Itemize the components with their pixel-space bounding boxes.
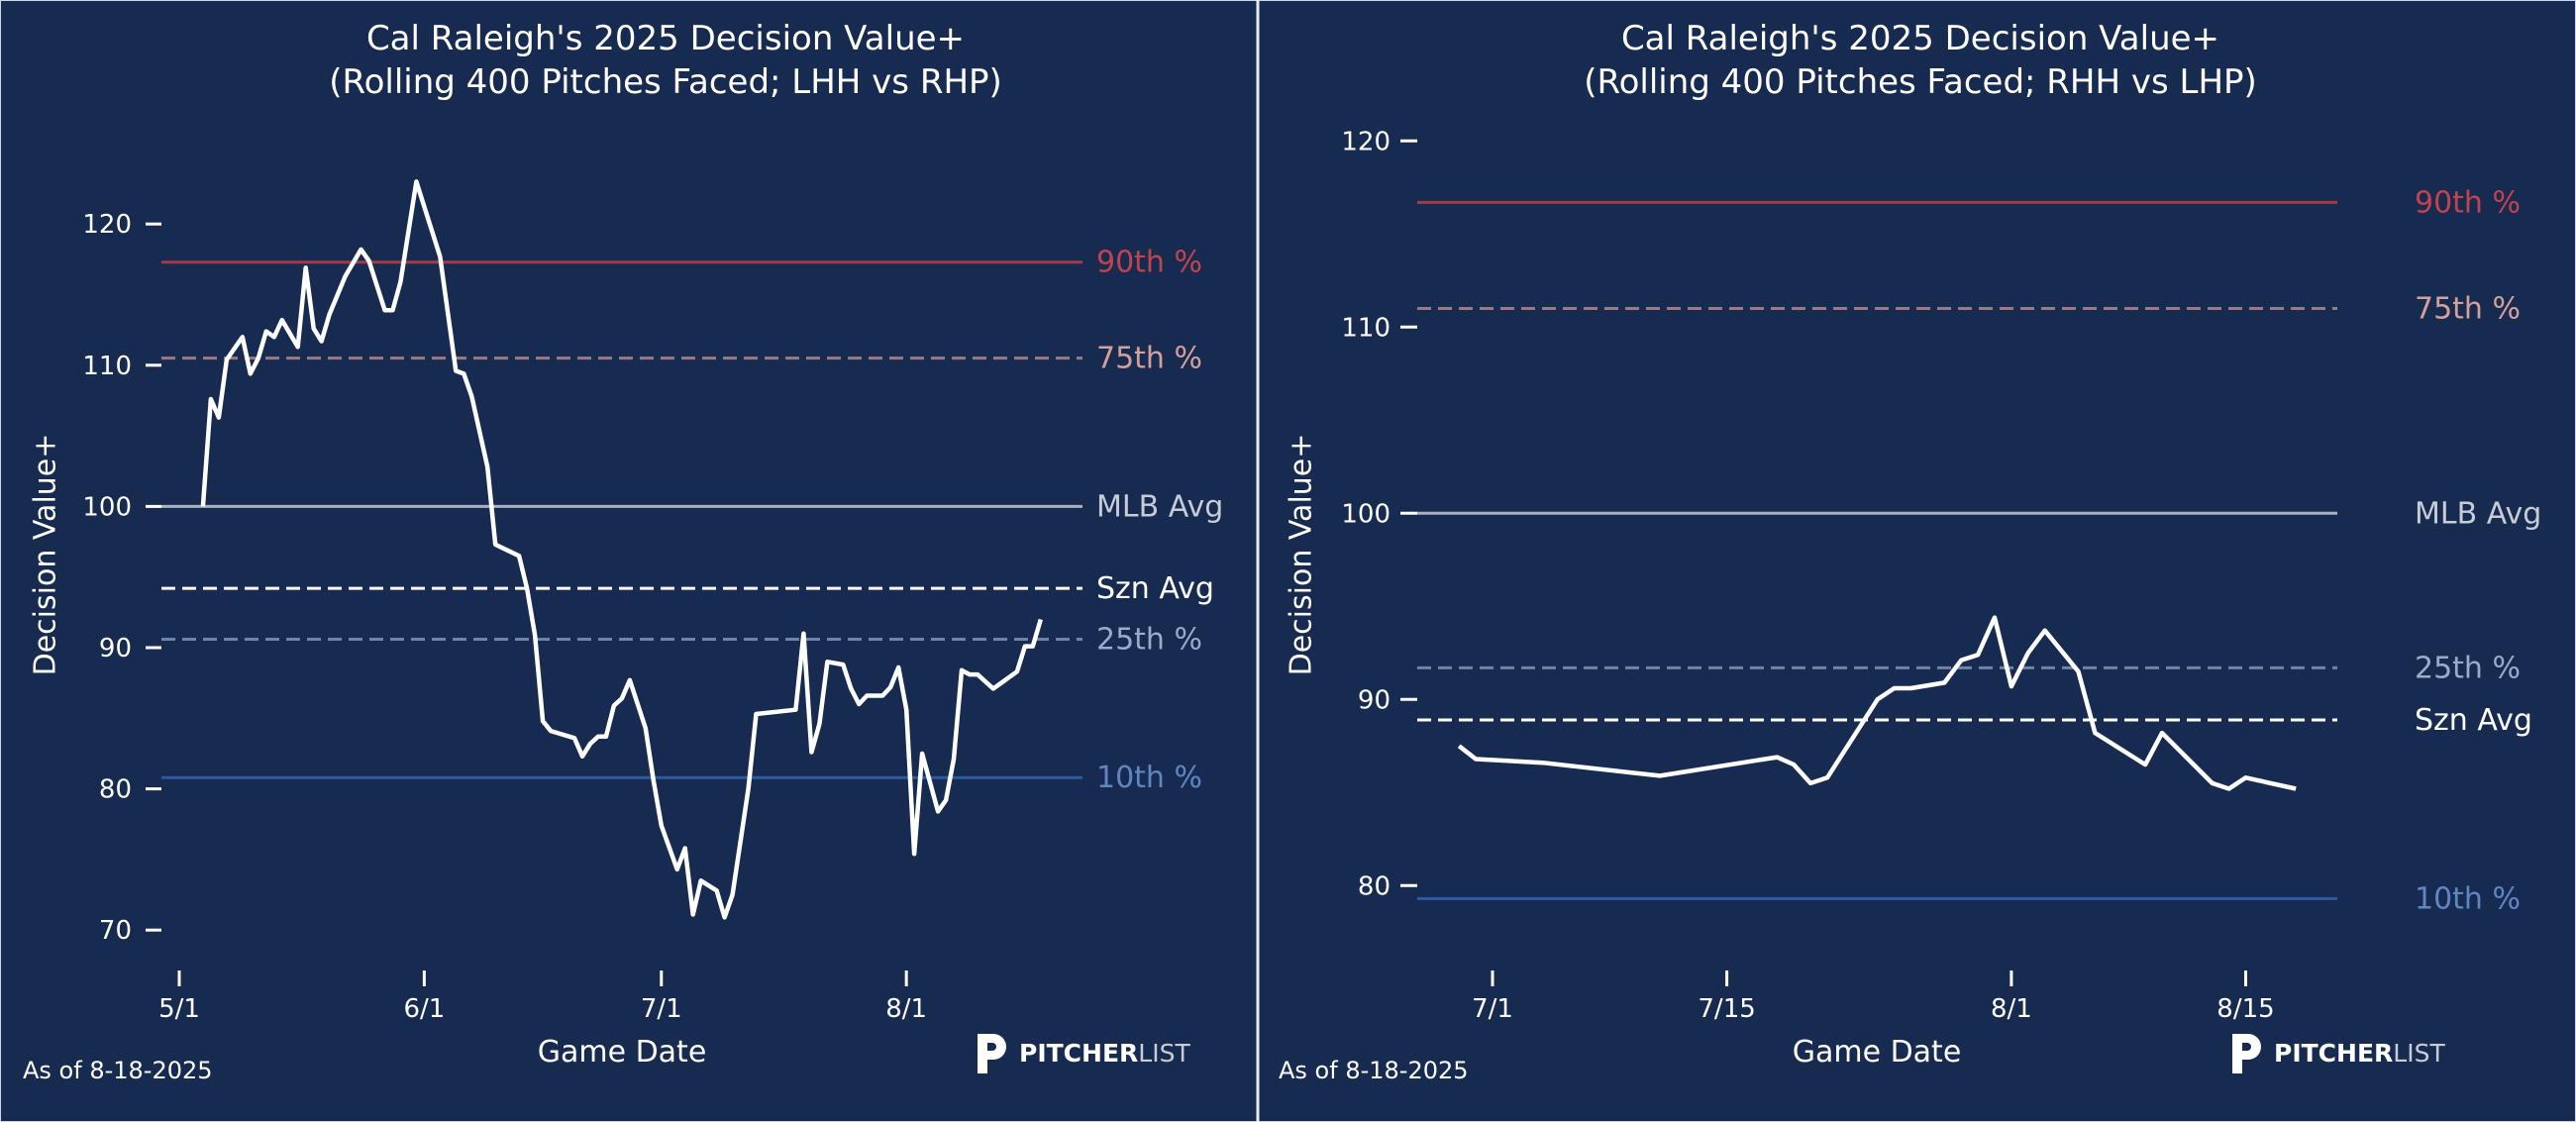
chart-subtitle: (Rolling 400 Pitches Faced; LHH vs RHP) xyxy=(329,62,1002,102)
chart-title: Cal Raleigh's 2025 Decision Value+ xyxy=(366,19,965,58)
pitcherlist-logo-icon xyxy=(2232,1034,2261,1073)
reference-label-p25: 25th % xyxy=(1096,622,1202,657)
reference-label-p75: 75th % xyxy=(2415,292,2521,327)
reference-label-p10: 10th % xyxy=(1096,761,1202,795)
pitcherlist-logo: PITCHERLIST xyxy=(978,1034,1190,1073)
as-of-date: As of 8-18-2025 xyxy=(1279,1057,1469,1084)
chart-left-lhh-vs-rhp: Cal Raleigh's 2025 Decision Value+ (Rolli… xyxy=(23,19,1223,1084)
x-tick-label: 6/1 xyxy=(403,994,445,1024)
reference-label-mlb: MLB Avg xyxy=(1096,489,1223,524)
x-tick-label: 8/1 xyxy=(1991,994,2032,1024)
reference-label-p25: 25th % xyxy=(2415,651,2521,685)
reference-label-p10: 10th % xyxy=(2415,881,2521,916)
chart-subtitle: (Rolling 400 Pitches Faced; RHH vs LHP) xyxy=(1584,62,2257,102)
logo-text-bold: PITCHER xyxy=(1019,1039,1138,1068)
y-tick-label: 110 xyxy=(1341,313,1391,343)
chart-right-rhh-vs-lhp: Cal Raleigh's 2025 Decision Value+ (Rolli… xyxy=(1279,19,2541,1084)
y-tick-label: 110 xyxy=(82,352,132,381)
pitcherlist-logo-text: PITCHERLIST xyxy=(1019,1039,1190,1068)
reference-label-mlb: MLB Avg xyxy=(2415,496,2541,531)
y-axis-label: Decision Value+ xyxy=(1285,434,1319,676)
y-tick-label: 70 xyxy=(99,916,132,946)
y-tick-label: 100 xyxy=(1341,499,1391,529)
as-of-date: As of 8-18-2025 xyxy=(23,1057,213,1084)
x-tick-label: 8/1 xyxy=(885,994,927,1024)
y-tick-label: 120 xyxy=(1341,127,1391,156)
x-tick-label: 7/15 xyxy=(1698,994,1755,1024)
reference-label-p90: 90th % xyxy=(1096,246,1202,280)
y-tick-label: 80 xyxy=(99,775,132,805)
logo-text-light: LIST xyxy=(2393,1039,2445,1068)
y-tick-label: 90 xyxy=(1358,685,1391,715)
x-axis-label: Game Date xyxy=(538,1035,707,1070)
pitcherlist-logo-text: PITCHERLIST xyxy=(2274,1039,2445,1068)
y-tick-label: 80 xyxy=(1358,871,1391,901)
x-tick-label: 7/1 xyxy=(1472,994,1513,1024)
x-tick-label: 5/1 xyxy=(158,994,200,1024)
x-tick-label: 7/1 xyxy=(641,994,682,1024)
y-axis-label: Decision Value+ xyxy=(29,434,63,676)
logo-text-light: LIST xyxy=(1138,1039,1190,1068)
series-line-decision-value xyxy=(1457,615,2297,791)
pitcherlist-logo-icon xyxy=(978,1034,1006,1073)
y-tick-label: 120 xyxy=(82,210,132,240)
logo-text-bold: PITCHER xyxy=(2274,1039,2393,1068)
reference-label-szn: Szn Avg xyxy=(2415,703,2532,738)
y-tick-label: 100 xyxy=(82,492,132,522)
x-tick-label: 8/15 xyxy=(2216,994,2274,1024)
chart-title: Cal Raleigh's 2025 Decision Value+ xyxy=(1621,19,2219,58)
pitcherlist-logo: PITCHERLIST xyxy=(2232,1034,2445,1073)
reference-label-p90: 90th % xyxy=(2415,185,2521,220)
reference-label-p75: 75th % xyxy=(1096,342,1202,376)
y-tick-label: 90 xyxy=(99,634,132,663)
x-axis-label: Game Date xyxy=(1793,1035,1962,1070)
reference-label-szn: Szn Avg xyxy=(1096,571,1214,606)
